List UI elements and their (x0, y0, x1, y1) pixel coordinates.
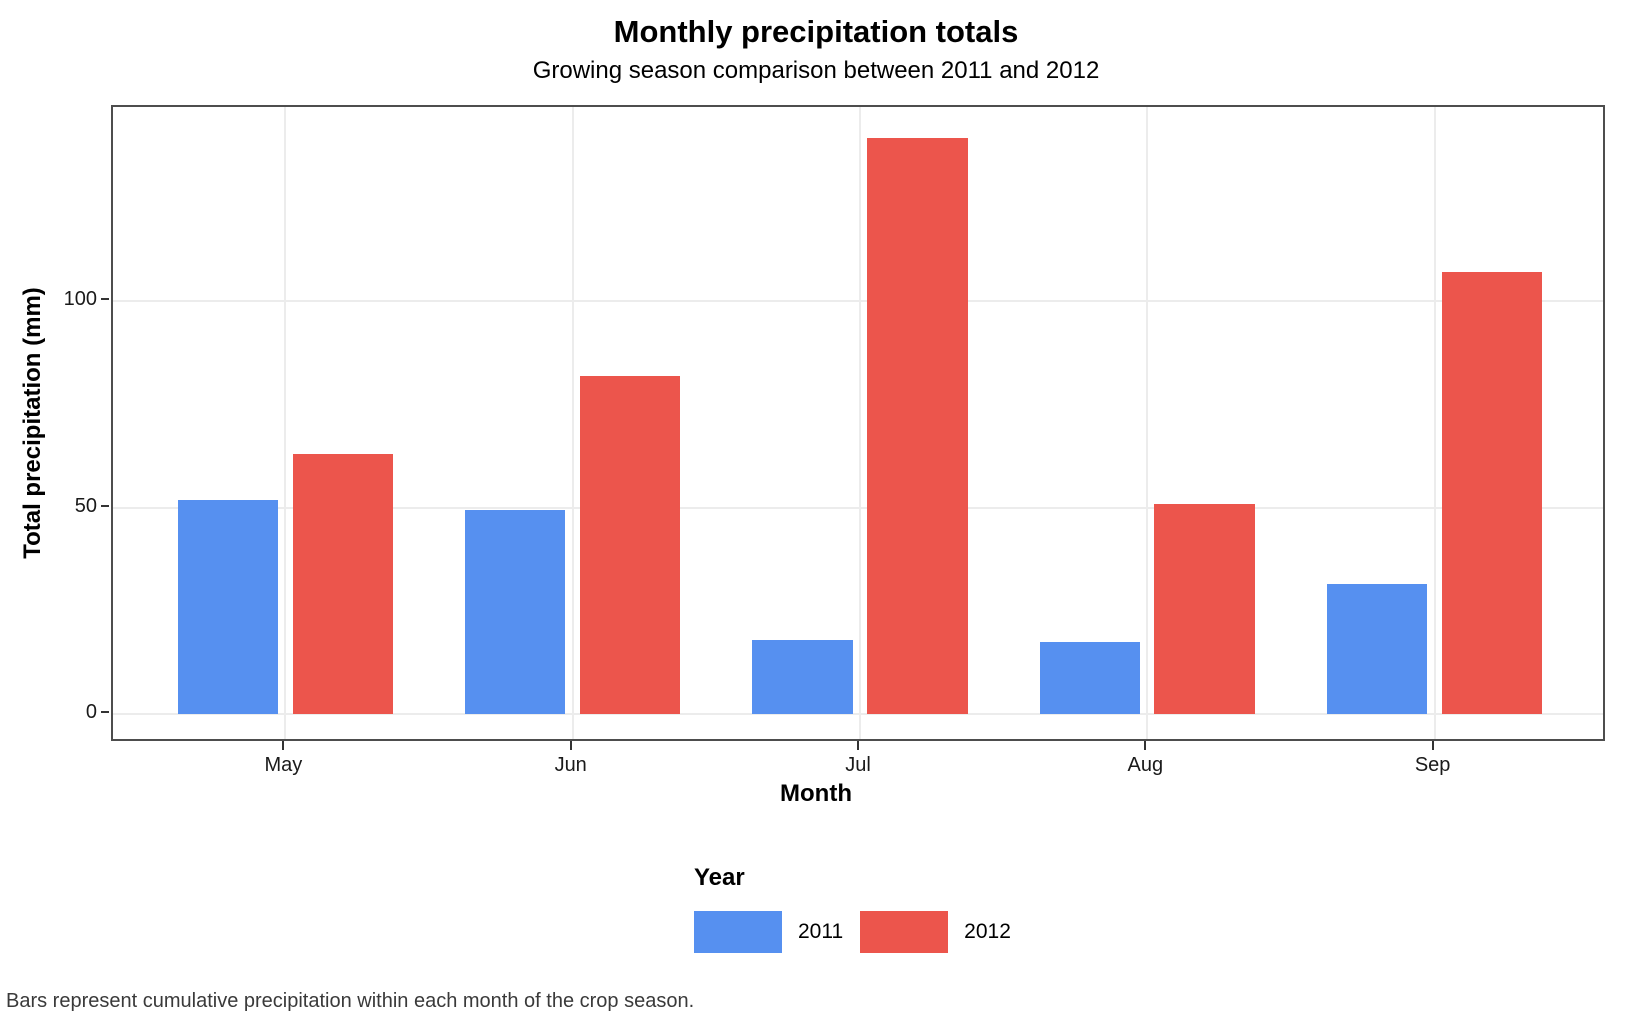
y-gridline (113, 713, 1603, 716)
bar-2012-Sep (1441, 272, 1543, 715)
y-tick-mark (101, 711, 109, 714)
bar-2011-Jun (464, 509, 566, 715)
y-gridline (113, 300, 1603, 303)
x-gridline (859, 107, 861, 739)
bar-2012-May (292, 454, 394, 715)
bar-2012-Jul (867, 137, 968, 715)
legend-label-2011: 2011 (798, 920, 844, 943)
plot-panel (111, 105, 1605, 741)
bar-2011-Sep (1326, 584, 1428, 715)
chart-subtitle: Growing season comparison between 2011 a… (532, 57, 1100, 84)
y-tick-label: 50 (74, 494, 97, 517)
legend: 2011 2012 (694, 911, 1028, 953)
x-tick-label: Jul (845, 754, 871, 776)
y-tick-mark (101, 504, 109, 507)
legend-label-2012: 2012 (964, 920, 1011, 943)
chart-title: Monthly precipitation totals (613, 14, 1019, 49)
bar-2011-Aug (1039, 642, 1141, 715)
y-tick-mark (101, 298, 109, 301)
chart-caption: Bars represent cumulative precipitation … (6, 990, 695, 1012)
x-axis-title: Month (780, 780, 852, 807)
legend-swatch-2011 (694, 911, 782, 953)
y-axis-title: Total precipitation (mm) (19, 287, 46, 559)
x-tick-mark (1144, 741, 1147, 750)
y-tick-label: 0 (85, 701, 97, 724)
bar-2012-Aug (1154, 503, 1256, 715)
x-gridline (1146, 107, 1149, 739)
x-tick-label: Jun (554, 754, 587, 776)
x-tick-mark (569, 741, 572, 750)
y-tick-label: 100 (63, 288, 97, 311)
x-tick-label: Aug (1127, 754, 1164, 776)
x-tick-label: Sep (1414, 754, 1451, 776)
x-tick-label: May (264, 754, 303, 776)
legend-swatch-2012 (860, 911, 949, 953)
x-gridline (284, 107, 287, 739)
x-gridline (1433, 107, 1436, 739)
x-gridline (571, 107, 574, 739)
bar-2012-Jun (579, 375, 681, 715)
bar-2011-Jul (752, 640, 853, 715)
bar-2011-May (177, 499, 279, 715)
legend-title: Year (694, 864, 745, 891)
x-tick-mark (282, 741, 285, 750)
x-tick-mark (1431, 741, 1434, 750)
x-tick-mark (857, 741, 859, 750)
y-gridline (113, 506, 1603, 509)
